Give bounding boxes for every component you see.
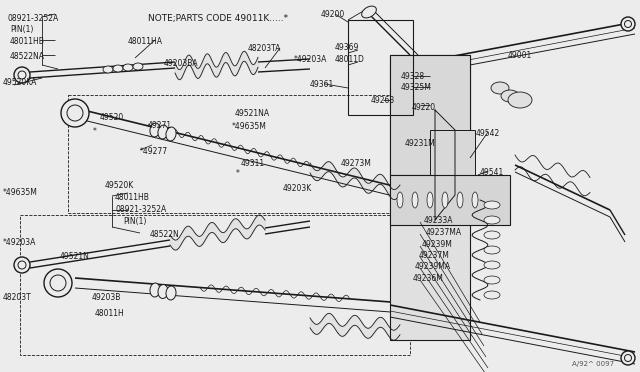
Circle shape: [44, 269, 72, 297]
Bar: [348, 20, 413, 115]
Ellipse shape: [150, 283, 160, 297]
Polygon shape: [435, 110, 455, 220]
Text: *49277: *49277: [140, 147, 168, 156]
Bar: [390, 55, 470, 340]
Text: 49237M: 49237M: [419, 251, 450, 260]
Text: 49542: 49542: [476, 129, 500, 138]
Text: 49263: 49263: [371, 96, 396, 105]
Circle shape: [621, 17, 635, 31]
Text: 49233A: 49233A: [424, 216, 454, 225]
Text: 49203K: 49203K: [283, 184, 312, 193]
Text: 49200: 49200: [321, 10, 345, 19]
Circle shape: [14, 257, 30, 273]
Ellipse shape: [123, 64, 133, 71]
Ellipse shape: [484, 231, 500, 239]
Text: 08921-3252A: 08921-3252A: [115, 205, 166, 214]
Text: 49231M: 49231M: [405, 139, 436, 148]
Text: 48203TA: 48203TA: [248, 44, 282, 53]
Ellipse shape: [166, 286, 176, 300]
Ellipse shape: [158, 285, 168, 298]
Text: *49635M: *49635M: [3, 188, 38, 197]
Circle shape: [625, 355, 632, 362]
Text: 48011HB: 48011HB: [115, 193, 150, 202]
Ellipse shape: [103, 66, 113, 73]
Text: *: *: [236, 169, 240, 178]
Text: PIN(1): PIN(1): [123, 217, 147, 226]
Ellipse shape: [397, 192, 403, 208]
Circle shape: [67, 105, 83, 121]
Text: 48011HA: 48011HA: [128, 37, 163, 46]
Ellipse shape: [412, 192, 418, 208]
Circle shape: [625, 20, 632, 28]
Text: 48522NA: 48522NA: [10, 52, 45, 61]
Ellipse shape: [472, 192, 478, 208]
Text: 49328: 49328: [401, 72, 425, 81]
Text: PIN(1): PIN(1): [10, 25, 33, 34]
Text: 49239M: 49239M: [422, 240, 453, 249]
Ellipse shape: [113, 65, 123, 72]
Ellipse shape: [442, 192, 448, 208]
Ellipse shape: [362, 6, 376, 18]
Text: 08921-3252A: 08921-3252A: [8, 14, 60, 23]
Ellipse shape: [150, 123, 160, 137]
Text: 48203T: 48203T: [3, 293, 32, 302]
Circle shape: [61, 99, 89, 127]
Text: 49520: 49520: [100, 113, 124, 122]
Text: A/92^ 0097: A/92^ 0097: [572, 361, 614, 367]
Text: NOTE;PARTS CODE 49011K.....*: NOTE;PARTS CODE 49011K.....*: [148, 14, 288, 23]
Text: 49273M: 49273M: [341, 159, 372, 168]
Text: 49361: 49361: [310, 80, 334, 89]
Circle shape: [621, 351, 635, 365]
Text: 48011D: 48011D: [335, 55, 365, 64]
Ellipse shape: [491, 82, 509, 94]
Ellipse shape: [484, 201, 500, 209]
Text: 48522N: 48522N: [150, 230, 180, 239]
Bar: [390, 175, 510, 225]
Text: 49541: 49541: [480, 168, 504, 177]
Text: 49369: 49369: [335, 43, 360, 52]
Text: 49203BA: 49203BA: [164, 59, 198, 68]
Circle shape: [18, 261, 26, 269]
Bar: [390, 55, 470, 175]
Bar: [68, 95, 430, 213]
Ellipse shape: [166, 127, 176, 141]
Text: *49203A: *49203A: [294, 55, 328, 64]
Text: 49521NA: 49521NA: [235, 109, 270, 118]
Circle shape: [50, 275, 66, 291]
Text: 49520KA: 49520KA: [3, 78, 37, 87]
Bar: [430, 130, 475, 220]
Ellipse shape: [501, 90, 519, 102]
Text: 49325M: 49325M: [401, 83, 432, 92]
Text: 49220: 49220: [412, 103, 436, 112]
Text: 49311: 49311: [241, 159, 265, 168]
Text: *49203A: *49203A: [3, 238, 36, 247]
Circle shape: [18, 71, 26, 79]
Ellipse shape: [484, 216, 500, 224]
Text: 49239MA: 49239MA: [415, 262, 451, 271]
Ellipse shape: [508, 92, 532, 108]
Text: 48011H: 48011H: [95, 309, 125, 318]
Text: 49237MA: 49237MA: [426, 228, 462, 237]
Text: 49521N: 49521N: [60, 252, 90, 261]
Text: 49236M: 49236M: [413, 274, 444, 283]
Text: 49520K: 49520K: [105, 181, 134, 190]
Ellipse shape: [484, 261, 500, 269]
Bar: [20, 215, 410, 355]
Text: 48011HB: 48011HB: [10, 37, 45, 46]
Ellipse shape: [158, 125, 168, 139]
Ellipse shape: [484, 246, 500, 254]
Ellipse shape: [457, 192, 463, 208]
Ellipse shape: [484, 291, 500, 299]
Text: 49001: 49001: [508, 51, 532, 60]
Text: *49635M: *49635M: [232, 122, 267, 131]
Text: 49203B: 49203B: [92, 293, 122, 302]
Text: 49271: 49271: [148, 121, 172, 130]
Ellipse shape: [133, 63, 143, 70]
Ellipse shape: [427, 192, 433, 208]
Ellipse shape: [484, 276, 500, 284]
Circle shape: [14, 67, 30, 83]
Text: *: *: [93, 127, 97, 136]
